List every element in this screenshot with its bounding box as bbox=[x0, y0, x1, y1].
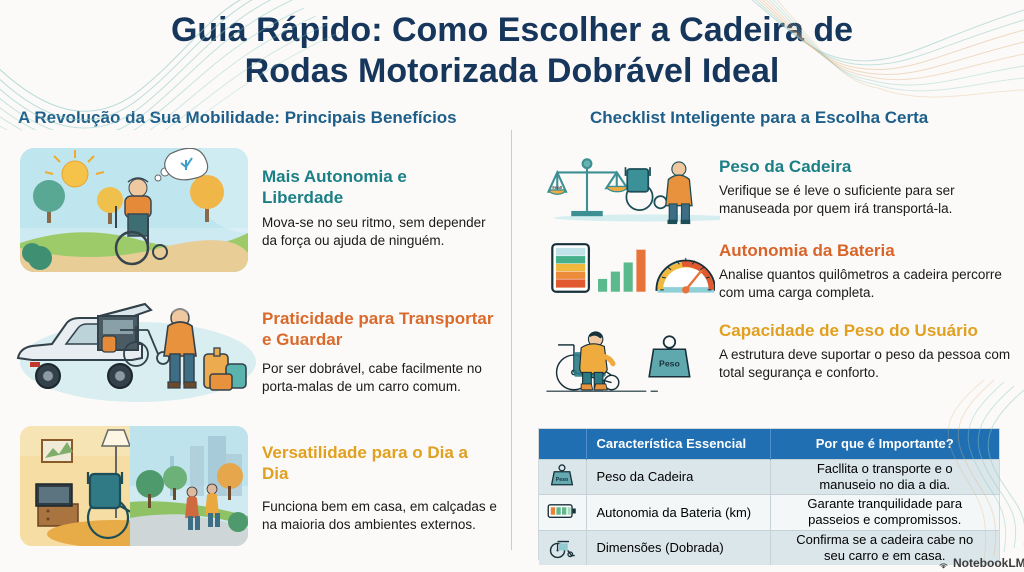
svg-text:9na0: 9na0 bbox=[552, 185, 563, 190]
svg-text:Peso: Peso bbox=[659, 359, 680, 369]
svg-text:Peso: Peso bbox=[556, 477, 568, 483]
